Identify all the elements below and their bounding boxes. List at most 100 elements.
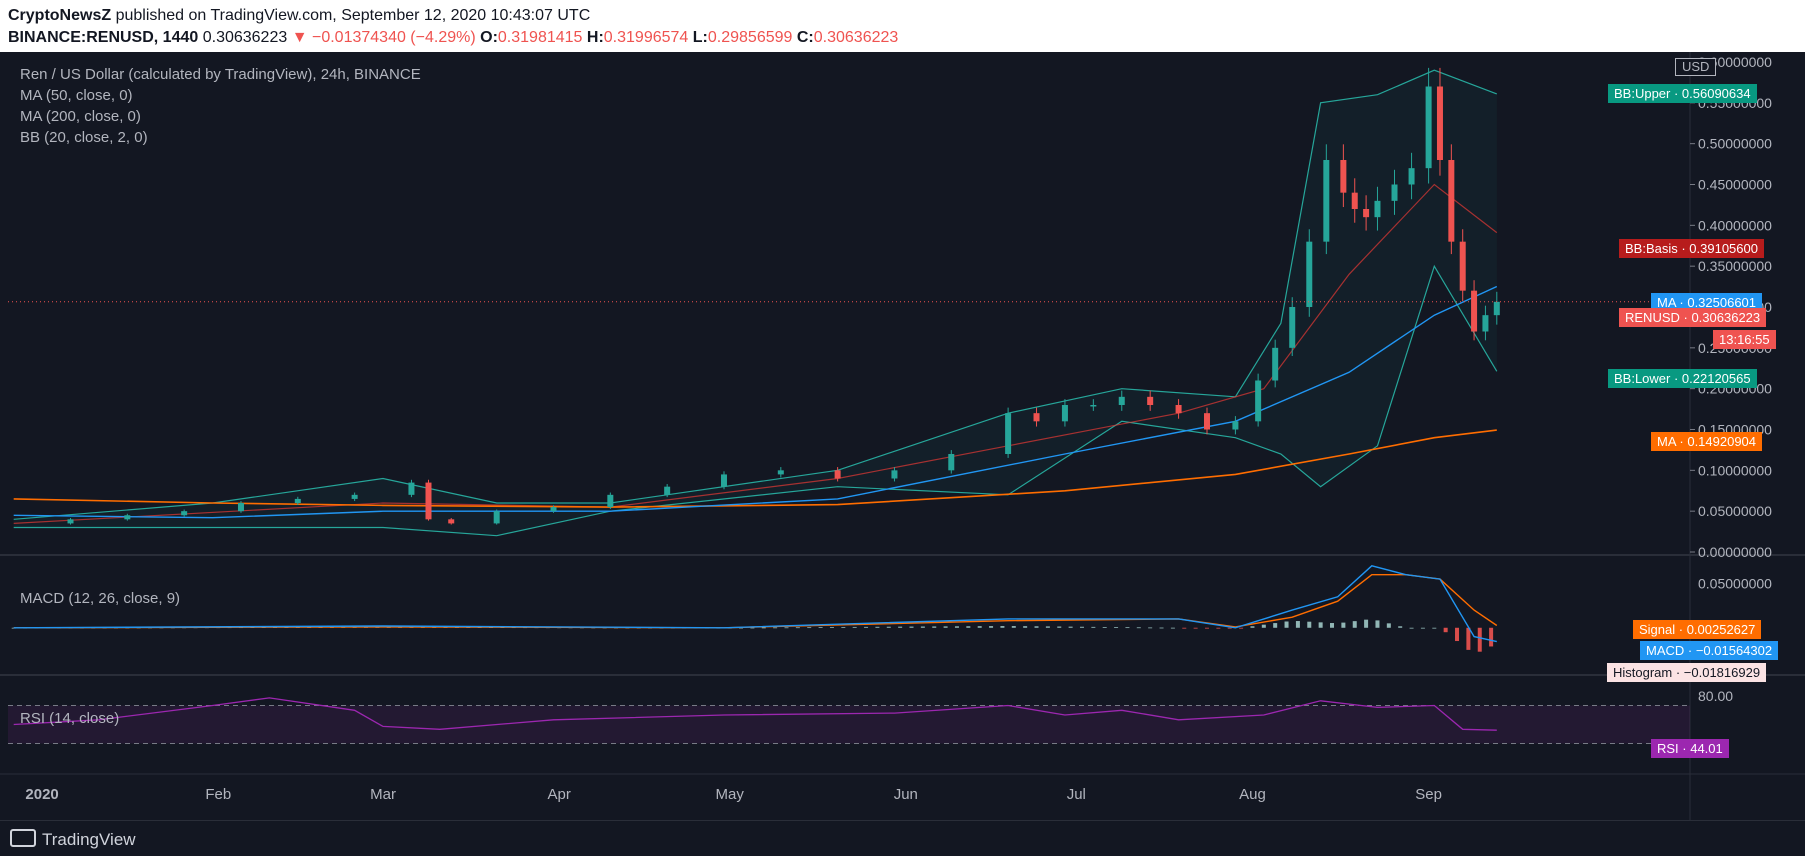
candle-body xyxy=(1175,405,1182,414)
candle-body xyxy=(237,503,244,512)
macd-histogram-bar xyxy=(841,627,846,628)
bb-lower-line xyxy=(13,264,1498,537)
legend-ma200[interactable]: MA (200, close, 0) xyxy=(20,108,141,125)
price-change: ▼ −0.01374340 (−4.29%) xyxy=(291,29,476,46)
renusd-tag: RENUSD · 0.30636223 xyxy=(1619,308,1767,327)
macd-histogram-bar xyxy=(1170,627,1175,629)
macd-histogram-bar xyxy=(1193,627,1198,629)
candle-body xyxy=(1436,86,1443,160)
time-tick-label: 2020 xyxy=(25,786,58,803)
macd-histogram-bar xyxy=(1068,626,1073,628)
candle-body xyxy=(1289,307,1296,348)
macd-histogram-bar xyxy=(1420,627,1425,629)
macd-histogram-bar xyxy=(1102,627,1107,628)
macd-line xyxy=(13,565,1497,643)
time-tick-label: Mar xyxy=(370,786,396,803)
candle-body xyxy=(664,486,671,495)
candle-body xyxy=(1391,184,1398,201)
macd-histogram-bar xyxy=(1477,627,1482,652)
candle-body xyxy=(1005,413,1012,454)
price-tick-label: 0.60000000 xyxy=(1698,54,1772,70)
macd-signal-line xyxy=(13,574,1498,629)
symbol-label: BINANCE:RENUSD, 1440 xyxy=(8,29,199,46)
low-label: L: xyxy=(692,29,708,46)
candle-body xyxy=(834,470,841,479)
macd-histogram-bar xyxy=(1182,627,1187,629)
macd-histogram-bar xyxy=(1159,627,1164,629)
price-tick-label: 0.35000000 xyxy=(1698,258,1772,274)
legend-rsi[interactable]: RSI (14, close) xyxy=(20,710,120,727)
candle-body xyxy=(1482,315,1489,332)
candle-body xyxy=(1340,160,1347,193)
macd-histogram-bar xyxy=(1125,627,1130,629)
legend-ma50[interactable]: MA (50, close, 0) xyxy=(20,87,133,104)
macd-histogram-bar xyxy=(1398,626,1403,628)
time-tick-label: Apr xyxy=(548,786,571,803)
macd-histogram-bar xyxy=(1148,627,1153,629)
macd-histogram-bar xyxy=(1034,626,1039,628)
candle-body xyxy=(181,511,188,516)
price-tick-label: 0.40000000 xyxy=(1698,217,1772,233)
currency-badge[interactable]: USD xyxy=(1675,58,1717,76)
ma50-tag: MA · 0.32506601 xyxy=(1651,293,1763,312)
price-tick-label: 0.45000000 xyxy=(1698,177,1772,193)
macd-histogram-bar xyxy=(1330,623,1335,628)
macd-histogram-bar xyxy=(1386,623,1391,628)
macd-histogram-bar xyxy=(1227,627,1232,629)
macd-histogram-bar xyxy=(932,626,937,628)
macd-histogram-bar xyxy=(1307,621,1312,628)
candle-body xyxy=(448,519,455,524)
macd-histogram-bar xyxy=(1455,627,1460,642)
legend-macd[interactable]: MACD (12, 26, close, 9) xyxy=(20,590,181,607)
macd-histogram-bar xyxy=(943,626,948,628)
last-price: 0.30636223 xyxy=(202,29,288,46)
time-tick-label: Sep xyxy=(1415,786,1442,803)
macd-histogram-bar xyxy=(829,627,834,628)
bb-lower-tag: BB:Lower · 0.22120565 xyxy=(1608,369,1757,388)
macd-histogram-bar xyxy=(1057,626,1062,628)
macd-histogram-bar xyxy=(954,626,959,628)
footer-brand: TradingView xyxy=(42,830,136,849)
publisher-name[interactable]: CryptoNewsZ xyxy=(8,7,112,24)
time-tick-label: May xyxy=(715,786,744,803)
macd-histogram-bar xyxy=(1023,626,1028,628)
macd-histogram-bar xyxy=(1432,627,1437,629)
macd-histogram-bar xyxy=(1318,622,1323,628)
histogram-tag: Histogram · −0.01816929 xyxy=(1607,663,1767,682)
macd-histogram-bar xyxy=(977,626,982,628)
macd-histogram-bar xyxy=(920,626,925,628)
candle-body xyxy=(1448,160,1455,242)
price-tick-label: 0.50000000 xyxy=(1698,136,1772,152)
macd-histogram-bar xyxy=(1091,626,1096,628)
candle-body xyxy=(720,474,727,487)
rsi-tick-label: 80.00 xyxy=(1698,688,1733,704)
publish-header: CryptoNewsZ published on TradingView.com… xyxy=(0,0,1805,52)
macd-histogram-bar xyxy=(1000,626,1005,628)
ma200-tag: MA · 0.14920904 xyxy=(1651,432,1763,451)
chart-canvas[interactable]: 0.600000000.550000000.500000000.45000000… xyxy=(0,52,1805,820)
time-tick-label: Aug xyxy=(1239,786,1266,803)
candle-body xyxy=(408,482,415,495)
bb-basis-line xyxy=(13,183,1498,524)
macd-histogram-bar xyxy=(784,627,789,629)
candle-body xyxy=(1306,241,1313,307)
high-value: 0.31996574 xyxy=(603,29,689,46)
candle-body xyxy=(1033,413,1040,422)
ma50-line xyxy=(13,285,1498,519)
footer: TradingView xyxy=(0,820,1805,856)
macd-histogram-bar xyxy=(773,627,778,629)
legend-bb[interactable]: BB (20, close, 2, 0) xyxy=(20,129,148,146)
macd-histogram-bar xyxy=(1284,621,1289,628)
candle-body xyxy=(493,511,500,524)
macd-histogram-bar xyxy=(1466,627,1471,650)
tradingview-logo[interactable]: TradingView xyxy=(10,829,136,850)
chart-area[interactable]: 0.600000000.550000000.500000000.45000000… xyxy=(0,52,1805,820)
tradingview-icon xyxy=(10,829,36,847)
macd-histogram-bar xyxy=(1136,627,1141,629)
macd-histogram-bar xyxy=(1352,621,1357,628)
macd-histogram-bar xyxy=(909,626,914,628)
macd-histogram-bar xyxy=(795,627,800,629)
time-tick-label: Jul xyxy=(1067,786,1086,803)
candle-body xyxy=(1061,405,1068,422)
published-text: published on TradingView.com, September … xyxy=(111,7,591,24)
